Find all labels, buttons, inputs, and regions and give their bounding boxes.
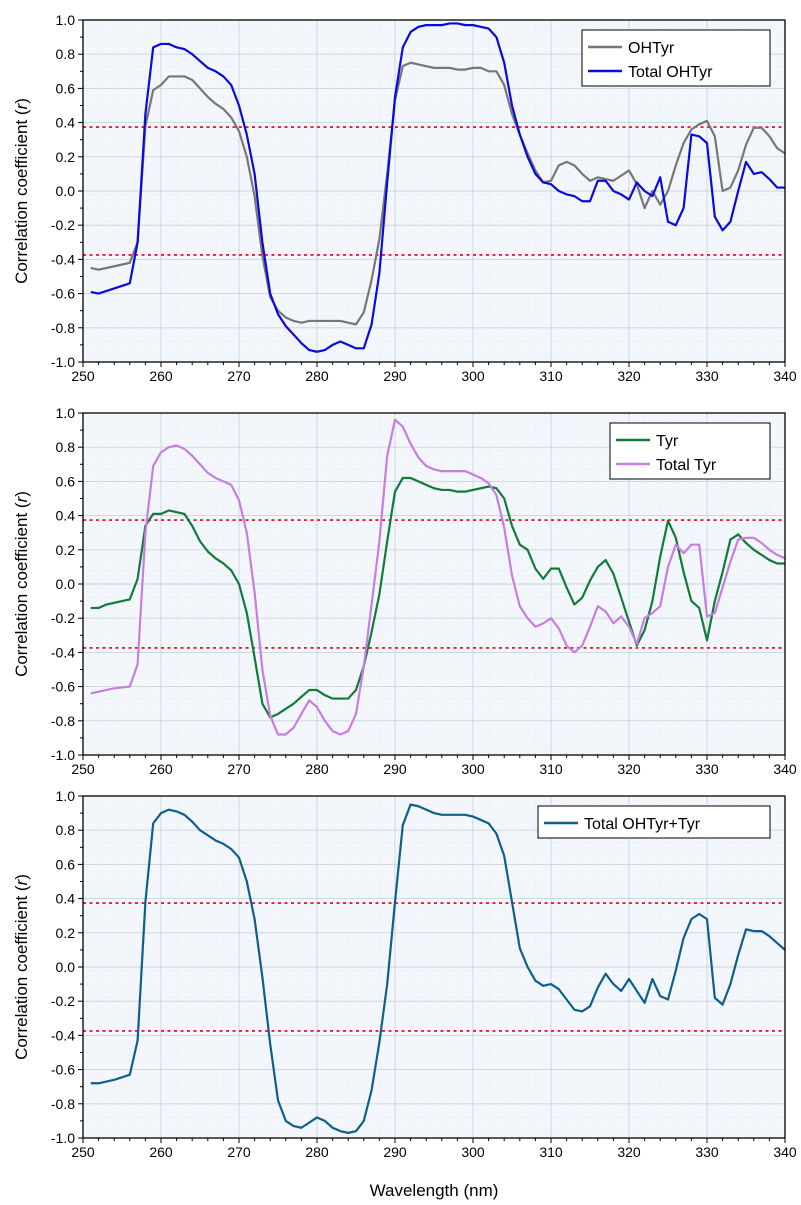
y-axis-label: Correlation coefficient (r)	[12, 98, 31, 284]
series-line-total-ohtyr	[90, 22, 785, 353]
chart-panel-2: 250 260 270 280 290 300 310 320 330 340 -1.0 -0.8 -0…	[12, 405, 797, 777]
x-tick-label: 290	[383, 761, 407, 777]
y-tick-label: 0.6	[56, 80, 76, 96]
x-tick-label: 260	[149, 368, 173, 384]
legend-box	[609, 422, 771, 480]
x-tick-label: 340	[773, 368, 797, 384]
panels: 250 260 270 280 290 300 310 320 330 340 -1.0 -0.8 -0…	[12, 12, 797, 1160]
y-tick-label: 0.6	[56, 856, 76, 872]
legend-label: OHTyr	[628, 40, 675, 57]
y-tick-label: 0.8	[56, 822, 76, 838]
x-tick-label: 300	[461, 761, 485, 777]
x-tick-label: 280	[305, 761, 329, 777]
x-tick-label: 330	[695, 761, 719, 777]
y-tick-label: 0.2	[56, 542, 76, 558]
y-tick-label: -0.8	[51, 320, 75, 336]
grid	[82, 412, 786, 756]
y-tick-label: -0.6	[51, 679, 75, 695]
y-tick-label: -0.2	[51, 993, 75, 1009]
x-tick-label: 270	[227, 1144, 251, 1160]
x-tick-label: 330	[695, 1144, 719, 1160]
y-tick-label: -0.8	[51, 713, 75, 729]
y-axis-label: Correlation coefficient (r)	[12, 874, 31, 1060]
x-tick-label: 310	[539, 368, 563, 384]
legend-label: Total OHTyr	[628, 64, 713, 81]
y-tick-label: 0.8	[56, 439, 76, 455]
legend-label: Total OHTyr+Tyr	[584, 816, 701, 833]
y-tick-label: 0.0	[56, 576, 76, 592]
y-tick-label: -0.2	[51, 217, 75, 233]
x-tick-label: 260	[149, 1144, 173, 1160]
x-tick-label: 340	[773, 1144, 797, 1160]
x-tick-label: 250	[71, 368, 95, 384]
y-tick-label: -0.4	[51, 644, 75, 660]
grid	[82, 795, 786, 1139]
y-tick-label: -0.4	[51, 1027, 75, 1043]
x-axis-label: Wavelength (nm)	[370, 1181, 499, 1200]
series-line-total-ohtyr-tyr	[90, 803, 785, 1134]
series-lines	[90, 22, 785, 353]
series-lines	[90, 803, 785, 1134]
x-tick-label: 330	[695, 368, 719, 384]
legend: Tyr Total Tyr	[609, 422, 771, 480]
y-tick-label: 0.4	[56, 891, 76, 907]
series-lines	[90, 418, 785, 736]
y-tick-label: -1.0	[51, 1130, 75, 1146]
y-tick-label: 1.0	[56, 788, 76, 804]
x-tick-label: 290	[383, 368, 407, 384]
y-tick-label: 0.2	[56, 149, 76, 165]
x-tick-label: 320	[617, 368, 641, 384]
x-tick-label: 320	[617, 1144, 641, 1160]
legend-label: Total Tyr	[656, 457, 717, 474]
ticks	[78, 19, 786, 367]
x-tick-label: 310	[539, 1144, 563, 1160]
y-axis-label: Correlation coefficient (r)	[12, 491, 31, 677]
ticks	[78, 412, 786, 760]
y-tick-label: 0.0	[56, 959, 76, 975]
series-line-ohtyr	[90, 61, 785, 326]
ticks	[78, 795, 786, 1143]
series-line-total-tyr	[90, 418, 785, 736]
x-tick-label: 250	[71, 1144, 95, 1160]
x-tick-label: 290	[383, 1144, 407, 1160]
x-tick-label: 270	[227, 368, 251, 384]
y-tick-label: 0.6	[56, 473, 76, 489]
x-tick-label: 320	[617, 761, 641, 777]
y-tick-label: -0.4	[51, 251, 75, 267]
y-tick-label: -0.6	[51, 286, 75, 302]
x-tick-label: 300	[461, 1144, 485, 1160]
chart-panel-1: 250 260 270 280 290 300 310 320 330 340 -1.0 -0.8 -0…	[12, 12, 797, 384]
y-tick-label: -1.0	[51, 354, 75, 370]
y-tick-label: -1.0	[51, 747, 75, 763]
x-tick-label: 260	[149, 761, 173, 777]
y-tick-label: -0.6	[51, 1062, 75, 1078]
legend: OHTyr Total OHTyr	[581, 29, 771, 87]
y-tick-label: -0.8	[51, 1096, 75, 1112]
y-tick-label: 0.4	[56, 508, 76, 524]
x-tick-label: 270	[227, 761, 251, 777]
series-line-tyr	[90, 476, 785, 719]
x-tick-label: 280	[305, 1144, 329, 1160]
x-tick-label: 300	[461, 368, 485, 384]
chart-panel-3: 250 260 270 280 290 300 310 320 330 340 -1.0 -0.8 -0…	[12, 788, 797, 1160]
y-tick-label: 0.2	[56, 925, 76, 941]
y-tick-label: 0.8	[56, 46, 76, 62]
y-tick-label: -0.2	[51, 610, 75, 626]
y-tick-label: 0.0	[56, 183, 76, 199]
y-tick-label: 1.0	[56, 405, 76, 421]
y-tick-label: 0.4	[56, 115, 76, 131]
legend-box	[581, 29, 771, 87]
x-tick-label: 310	[539, 761, 563, 777]
x-tick-label: 280	[305, 368, 329, 384]
legend: Total OHTyr+Tyr	[537, 805, 771, 839]
x-tick-label: 250	[71, 761, 95, 777]
x-tick-label: 340	[773, 761, 797, 777]
y-tick-label: 1.0	[56, 12, 76, 28]
legend-label: Tyr	[656, 433, 679, 450]
